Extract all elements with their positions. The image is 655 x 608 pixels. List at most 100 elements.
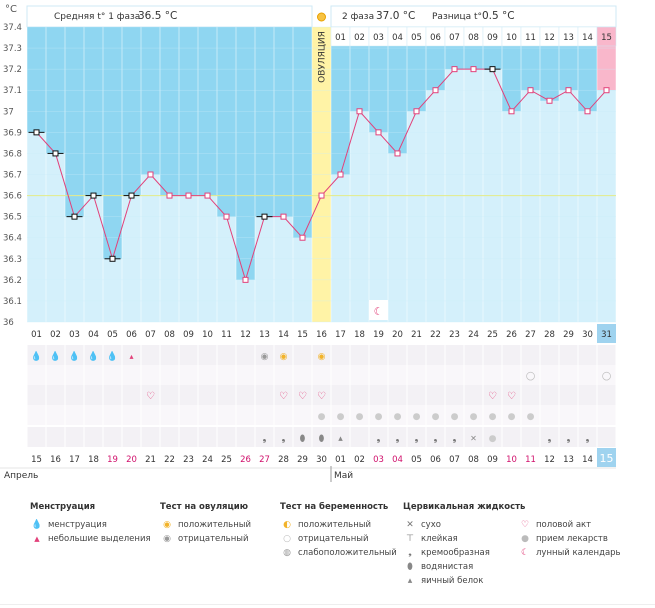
pill-icon: ● — [432, 412, 440, 422]
phase2-day-label: 07 — [449, 33, 460, 43]
phase2-day-label: 12 — [544, 33, 555, 43]
legend-other: - ♡половой акт ●прием лекарств ☾лунный к… — [518, 502, 621, 560]
cycle-day-label: 28 — [544, 330, 555, 340]
creamy-icon: ❟ — [567, 433, 571, 444]
cycle-day-label: 11 — [221, 330, 232, 340]
legend-cervical: Цервикальная жидкость ✕ сухо ⊤ клейкая ❟ кр… — [403, 502, 525, 588]
menstruation-icon: 💧 — [31, 350, 42, 362]
cycle-day-label: 10 — [202, 330, 213, 340]
temp-point — [147, 171, 154, 178]
temp-point — [603, 87, 610, 94]
temp-point — [432, 87, 439, 94]
moon-cell — [369, 300, 388, 320]
diff-value: 0.5 °C — [482, 10, 515, 22]
creamy-icon: ❟ — [586, 433, 590, 444]
today-day-cell — [597, 324, 616, 343]
temp-column — [65, 216, 84, 322]
phase2-day-label: 01 — [335, 33, 346, 43]
temp-column — [141, 174, 160, 322]
y-tick-label: 36.2 — [3, 276, 22, 286]
legend-item: прием лекарств — [536, 534, 608, 544]
temp-column — [426, 90, 445, 322]
cycle-day-label: 04 — [88, 330, 99, 340]
phase2-day-label: 04 — [392, 33, 403, 43]
creamy-icon: ❟ — [377, 433, 381, 444]
legend-item: менструация — [48, 520, 107, 530]
temp-column — [369, 132, 388, 322]
temp-point — [584, 108, 591, 115]
y-tick-label: 36.6 — [3, 192, 22, 202]
temp-point — [109, 255, 116, 262]
ovulation-positive-icon: ◉ — [280, 352, 288, 362]
temp-point — [546, 97, 553, 104]
watery-icon: ⬮ — [407, 562, 413, 572]
sticky-icon: ⊤ — [406, 534, 414, 544]
temp-point — [451, 66, 458, 73]
cycle-day-label: 17 — [335, 330, 346, 340]
pill-icon: ● — [508, 412, 516, 422]
calendar-date-label: 26 — [240, 455, 251, 465]
creamy-icon: ❟ — [408, 548, 412, 558]
temp-point — [375, 129, 382, 136]
temp-point — [299, 234, 306, 241]
temp-point — [90, 192, 97, 199]
phase2-day-label: 13 — [563, 33, 574, 43]
calendar-date-label: 17 — [69, 455, 80, 465]
symbol-row — [27, 427, 616, 447]
menstruation-icon: 💧 — [88, 350, 99, 362]
phase2-day-label: 09 — [487, 33, 498, 43]
y-tick-label: 37.3 — [3, 44, 22, 54]
temp-point — [394, 150, 401, 157]
legend-item: половой акт — [536, 520, 592, 530]
temp-point — [413, 108, 420, 115]
pill-icon: ● — [489, 412, 497, 422]
watery-icon: ⬮ — [300, 434, 306, 444]
today-date-cell — [597, 448, 616, 467]
creamy-icon: ❟ — [453, 433, 457, 444]
legend-item: яичный белок — [421, 576, 484, 586]
calendar-date-label: 03 — [373, 455, 384, 465]
bottom-divider — [0, 604, 655, 605]
calendar-date-label: 25 — [221, 455, 232, 465]
temp-point — [71, 213, 78, 220]
cycle-day-label: 15 — [297, 330, 308, 340]
calendar-date-label: 12 — [544, 455, 555, 465]
calendar-date-label: 18 — [88, 455, 99, 465]
spotting-icon: ▴ — [129, 352, 133, 361]
pill-icon: ● — [527, 412, 535, 422]
calendar-date-label: 19 — [107, 455, 118, 465]
calendar-date-label: 07 — [449, 455, 460, 465]
legend-ovulation-test: Тест на овуляцию ◉ положительный ◉ отрицат… — [160, 502, 251, 546]
calendar-date-label: 14 — [582, 455, 593, 465]
legend-item: положительный — [178, 520, 251, 530]
cycle-day-label: 05 — [107, 330, 118, 340]
header-sun-icon — [317, 12, 326, 22]
cycle-day-label: 13 — [259, 330, 270, 340]
temp-point — [280, 213, 287, 220]
cycle-day-label: 07 — [145, 330, 156, 340]
y-tick-label: 36.5 — [3, 213, 22, 223]
month-label: Май — [334, 471, 353, 481]
symbol-row — [27, 405, 616, 425]
legend-item: кремообразная — [421, 548, 490, 558]
temp-column — [27, 132, 46, 322]
cycle-day-label: 25 — [487, 330, 498, 340]
moon-icon: ☾ — [520, 548, 530, 558]
egg-white-icon: ▴ — [407, 576, 413, 586]
legend-title: Менструация — [30, 502, 96, 512]
phase2-day-label: 11 — [525, 33, 536, 43]
diff-label: Разница t° — [432, 12, 482, 22]
legend-item: отрицательный — [298, 534, 369, 544]
phase2-day-label: 05 — [411, 33, 422, 43]
phase2-day-label: 14 — [582, 33, 593, 43]
y-tick-label: 36.1 — [3, 297, 22, 307]
phase2-day-label: 02 — [354, 33, 365, 43]
cycle-day-label: 24 — [468, 330, 479, 340]
spotting-drop-icon: ▲ — [34, 535, 40, 543]
phase2-day-label: 03 — [373, 33, 384, 43]
creamy-icon: ❟ — [434, 433, 438, 444]
calendar-date-label: 02 — [354, 455, 365, 465]
temp-point — [489, 66, 496, 73]
heart-icon: ♡ — [520, 520, 530, 530]
